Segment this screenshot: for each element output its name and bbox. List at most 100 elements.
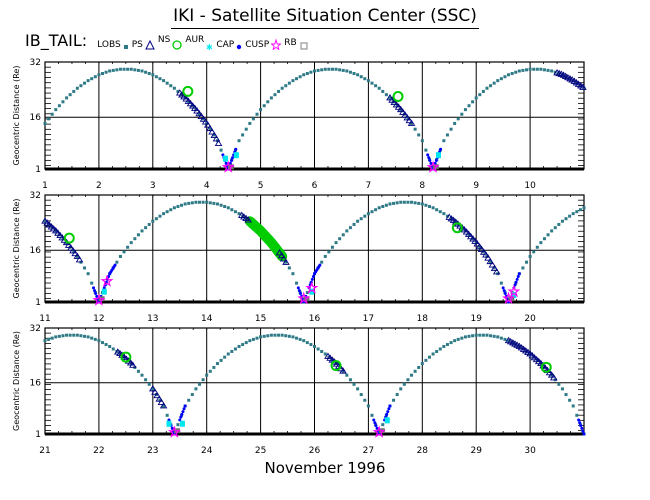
orbit-point	[129, 67, 133, 71]
orbit-point	[305, 72, 309, 76]
x-tick-label: 20	[524, 314, 536, 324]
orbit-point	[535, 67, 539, 71]
orbit-point	[578, 208, 582, 212]
cusp-marker	[296, 286, 300, 290]
ns-marker	[67, 244, 75, 251]
orbit-point	[244, 341, 248, 345]
orbit-point	[575, 413, 579, 417]
cusp-marker	[426, 153, 430, 157]
cusp-marker	[427, 156, 431, 160]
orbit-point	[320, 260, 324, 264]
orbit-point	[223, 355, 227, 359]
orbit-point	[251, 337, 255, 341]
orbit-point	[172, 86, 176, 90]
x-tick-label: 5	[258, 181, 264, 191]
orbit-point	[140, 229, 144, 233]
orbit-point	[219, 358, 223, 362]
y-tick-label: 1	[35, 298, 41, 308]
ns-marker	[69, 247, 77, 254]
ns-marker	[492, 268, 501, 275]
orbit-point	[237, 212, 241, 216]
orbit-point	[410, 200, 414, 204]
cusp-marker	[94, 292, 98, 296]
orbit-point	[115, 260, 119, 264]
orbit-point	[445, 133, 449, 137]
cusp-marker	[179, 415, 183, 419]
orbit-point	[287, 266, 291, 270]
ns-marker	[129, 361, 137, 368]
cusp-marker	[178, 418, 182, 422]
orbit-point	[162, 212, 166, 216]
ns-marker	[401, 111, 409, 118]
ns-marker	[541, 364, 549, 371]
orbit-point	[75, 254, 79, 258]
orbit-point	[492, 81, 496, 85]
cusp-marker	[92, 286, 96, 290]
orbit-point	[47, 117, 51, 121]
y-tick-label: 32	[30, 191, 41, 201]
orbit-point	[402, 200, 406, 204]
orbit-point	[323, 352, 327, 356]
legend-label-cap: CAP	[216, 40, 235, 50]
ns-marker	[407, 119, 416, 126]
x-tick-label: 25	[255, 446, 266, 456]
orbit-point	[176, 89, 180, 93]
orbit-point	[413, 369, 417, 373]
orbit-point	[323, 254, 327, 258]
orbit-point	[75, 86, 79, 90]
x-tick-label: 24	[201, 446, 213, 456]
orbit-point	[118, 67, 122, 71]
rb-marker	[297, 291, 311, 305]
ns-marker	[482, 251, 490, 258]
orbit-point	[291, 79, 295, 83]
orbit-point	[568, 214, 572, 218]
orbit-point	[190, 201, 194, 205]
orbit-point	[154, 75, 158, 79]
cusp-marker	[310, 277, 314, 281]
legend-label-cusp: CUSP	[245, 40, 270, 50]
ns-marker	[488, 261, 497, 268]
orbit-point	[427, 355, 431, 359]
orbit-point	[305, 341, 309, 345]
orbit-point	[50, 112, 54, 116]
ns-marker	[212, 135, 221, 142]
orbit-point	[54, 108, 58, 112]
orbit-point	[410, 373, 414, 377]
cusp-marker	[387, 407, 391, 411]
ns-marker	[210, 131, 219, 138]
orbit-point	[162, 79, 166, 83]
orbit-point	[388, 202, 392, 206]
orbit-point	[535, 245, 539, 249]
orbit-point	[359, 75, 363, 79]
cusp-marker	[580, 426, 584, 430]
x-tick-label: 14	[201, 314, 213, 324]
aur-marker	[540, 361, 552, 373]
legend-label-ps: PS	[131, 40, 143, 50]
x-tick-label: 10	[524, 181, 536, 191]
orbit-point	[262, 334, 266, 338]
orbit-point	[406, 117, 410, 121]
orbit-point	[420, 362, 424, 366]
orbit-point	[431, 352, 435, 356]
orbit-point	[136, 68, 140, 72]
ns-marker	[277, 251, 286, 259]
orbit-point	[384, 203, 388, 207]
orbit-point	[370, 413, 374, 417]
ns-marker	[399, 108, 407, 115]
y-tick-label: 16	[30, 246, 42, 256]
orbit-point	[521, 68, 525, 72]
orbit-point	[485, 86, 489, 90]
orbit-point	[277, 333, 281, 337]
orbit-point	[273, 333, 277, 337]
orbit-point	[147, 382, 151, 386]
orbit-point	[122, 67, 126, 71]
y-axis-label: Geocentric Distance (Re)	[12, 66, 21, 166]
cusp-marker	[167, 418, 171, 422]
legend-label-ns: NS	[157, 35, 171, 45]
orbit-point	[377, 206, 381, 210]
orbit-point	[205, 200, 209, 204]
orbit-point	[201, 200, 205, 204]
cusp-marker	[429, 161, 433, 165]
ns-marker	[332, 360, 341, 367]
orbit-point	[352, 222, 356, 226]
